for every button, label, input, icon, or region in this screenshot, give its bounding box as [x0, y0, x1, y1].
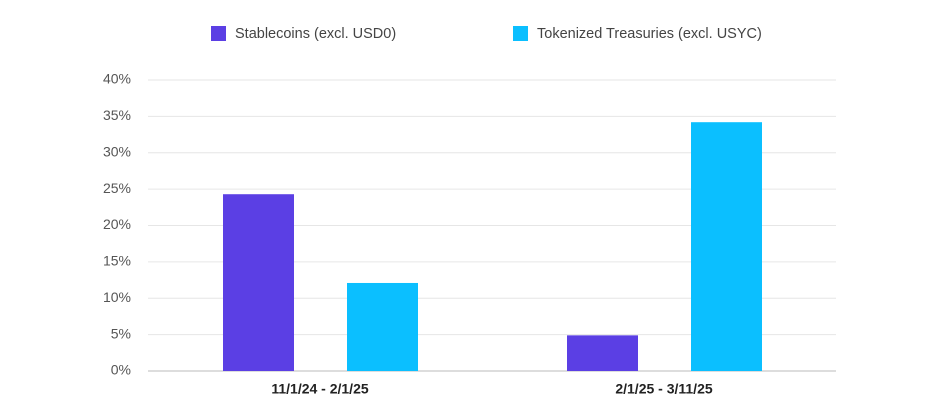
- y-tick-label: 40%: [103, 71, 131, 87]
- x-tick-label: 2/1/25 - 3/11/25: [615, 381, 713, 397]
- y-tick-label: 15%: [103, 253, 131, 269]
- legend-label: Stablecoins (excl. USD0): [235, 26, 396, 42]
- bar: [691, 122, 762, 371]
- y-tick-label: 35%: [103, 107, 131, 123]
- legend-swatch: [513, 26, 528, 41]
- y-tick-label: 30%: [103, 143, 131, 159]
- bar: [567, 335, 638, 371]
- legend-swatch: [211, 26, 226, 41]
- bar: [347, 282, 418, 371]
- y-tick-label: 10%: [103, 289, 131, 305]
- y-tick-label: 0%: [111, 362, 131, 378]
- legend-label: Tokenized Treasuries (excl. USYC): [537, 26, 762, 42]
- x-tick-label: 11/1/24 - 2/1/25: [271, 381, 369, 397]
- bar: [223, 194, 294, 371]
- y-tick-label: 20%: [103, 216, 131, 232]
- y-tick-label: 25%: [103, 180, 131, 196]
- y-tick-label: 5%: [111, 325, 131, 341]
